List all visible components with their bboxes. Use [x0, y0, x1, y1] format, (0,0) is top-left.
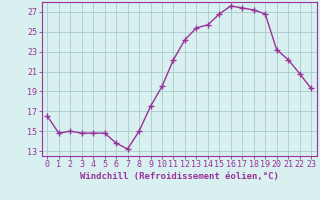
X-axis label: Windchill (Refroidissement éolien,°C): Windchill (Refroidissement éolien,°C) [80, 172, 279, 181]
